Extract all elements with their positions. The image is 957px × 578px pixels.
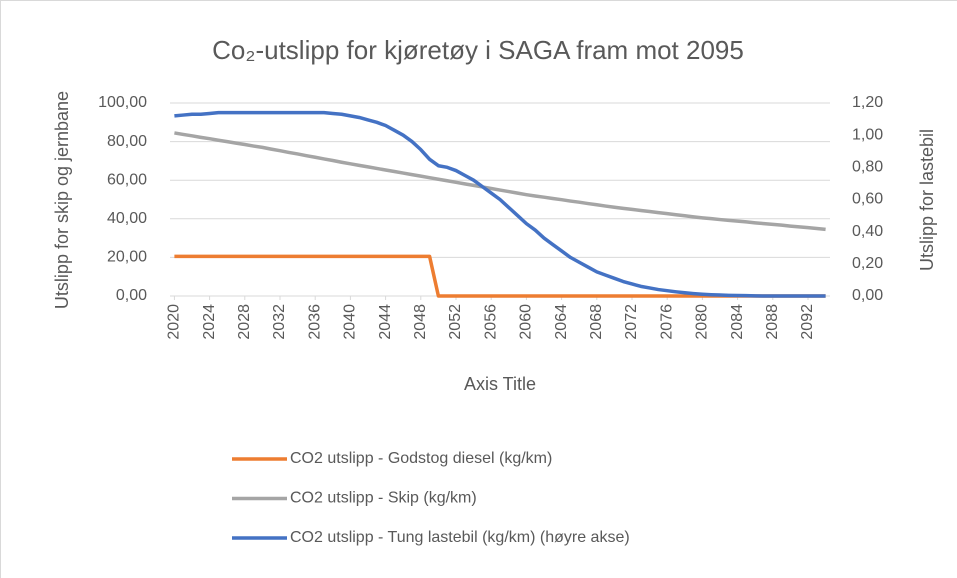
y-tick-label: 40,00 xyxy=(107,210,147,227)
legend-label: CO2 utslipp - Godstog diesel (kg/km) xyxy=(290,450,552,467)
x-tick-label: 2020 xyxy=(166,304,183,340)
y2-axis-title: Utslipp for lastebil xyxy=(917,129,937,271)
x-tick-label: 2048 xyxy=(412,304,429,340)
y2-tick-label: 0,80 xyxy=(852,159,883,176)
y2-tick-label: 0,40 xyxy=(852,223,883,240)
x-tick-label: 2084 xyxy=(729,304,746,340)
y-tick-label: 20,00 xyxy=(107,249,147,266)
series-line xyxy=(174,131,826,232)
y-tick-label: 80,00 xyxy=(107,133,147,150)
x-tick-label: 2028 xyxy=(236,304,253,340)
x-tick-label: 2044 xyxy=(377,304,394,340)
x-tick-label: 2060 xyxy=(518,304,535,340)
y-axis-title: Utslipp for skip og jernbane xyxy=(52,91,72,309)
y2-tick-label: 1,20 xyxy=(852,94,883,111)
y2-tick-label: 1,00 xyxy=(852,126,883,143)
x-tick-label: 2064 xyxy=(553,304,570,340)
chart-title: Co₂-utslipp for kjøretøy i SAGA fram mot… xyxy=(212,35,744,65)
y2-tick-label: 0,60 xyxy=(852,191,883,208)
x-tick-label: 2032 xyxy=(271,304,288,340)
x-tick-label: 2080 xyxy=(694,304,711,340)
x-axis-title: Axis Title xyxy=(464,374,536,394)
x-tick-label: 2092 xyxy=(799,304,816,340)
x-tick-label: 2076 xyxy=(658,304,675,340)
y2-tick-label: 0,00 xyxy=(852,287,883,304)
y-tick-label: 100,00 xyxy=(98,94,147,111)
legend-label: CO2 utslipp - Tung lastebil (kg/km) (høy… xyxy=(290,529,630,546)
x-tick-label: 2068 xyxy=(588,304,605,340)
y-tick-label: 0,00 xyxy=(116,287,147,304)
legend-label: CO2 utslipp - Skip (kg/km) xyxy=(290,490,477,507)
y-tick-label: 60,00 xyxy=(107,171,147,188)
x-tick-label: 2040 xyxy=(342,304,359,340)
x-tick-label: 2024 xyxy=(201,304,218,340)
x-tick-label: 2088 xyxy=(764,304,781,340)
y2-tick-label: 0,20 xyxy=(852,255,883,272)
x-tick-label: 2056 xyxy=(482,304,499,340)
x-tick-label: 2072 xyxy=(623,304,640,340)
x-tick-label: 2052 xyxy=(447,304,464,340)
x-tick-label: 2036 xyxy=(306,304,323,340)
series-line xyxy=(174,110,826,298)
